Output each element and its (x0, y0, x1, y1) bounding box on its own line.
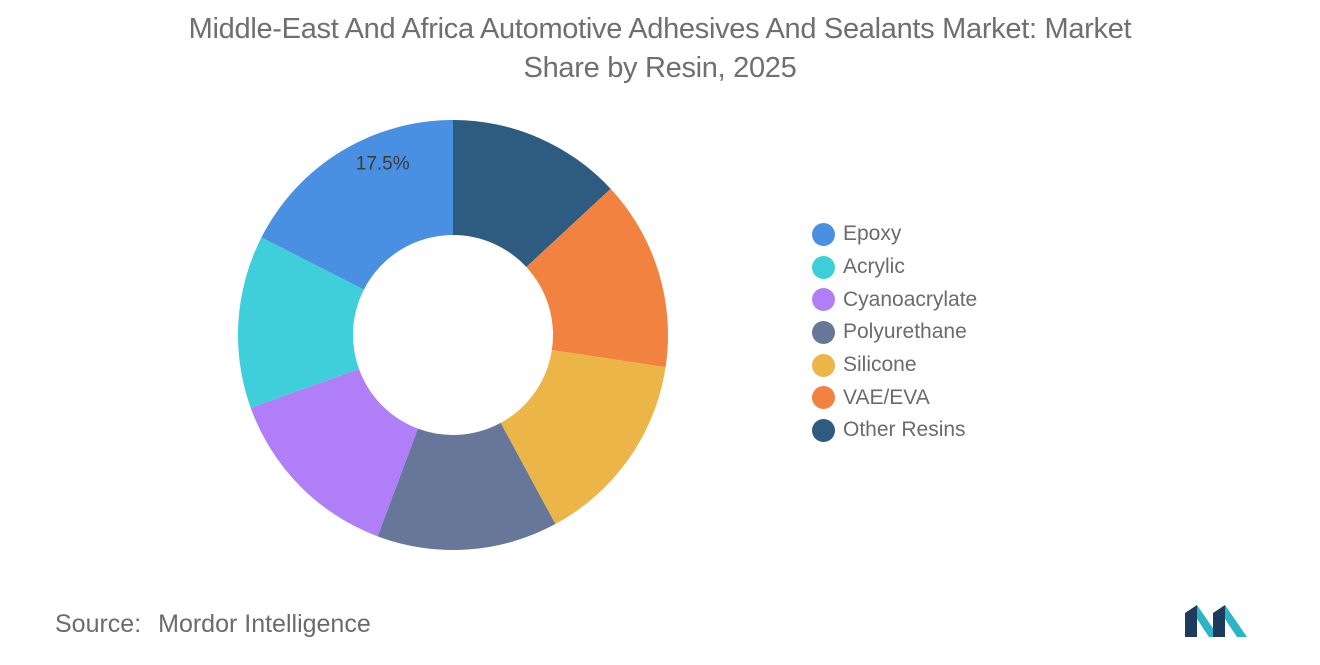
donut-slice-other-resins (453, 120, 611, 268)
legend-swatch (812, 255, 835, 279)
legend-swatch (812, 320, 835, 344)
mordor-logo-icon (1185, 605, 1247, 637)
legend-label: Epoxy (843, 222, 902, 246)
legend-swatch (812, 418, 835, 442)
legend-item-epoxy: Epoxy (812, 218, 977, 251)
chart-title: Middle-East And Africa Automotive Adhesi… (0, 10, 1320, 88)
donut-slice-epoxy (261, 120, 453, 290)
legend-item-polyurethane: Polyurethane (812, 316, 977, 349)
legend-swatch (812, 353, 835, 377)
legend-swatch (812, 222, 835, 246)
donut-slice-vae-eva (526, 188, 668, 368)
legend-label: Other Resins (843, 418, 966, 442)
legend-label: Acrylic (843, 255, 905, 279)
chart-legend: Epoxy Acrylic Cyanoacrylate Polyurethane Sil… (812, 218, 977, 447)
legend-item-silicone: Silicone (812, 349, 977, 382)
legend-swatch (812, 288, 835, 312)
legend-item-cyanoacrylate: Cyanoacrylate (812, 283, 977, 316)
legend-item-other-resins: Other Resins (812, 414, 977, 447)
chart-title-line-2: Share by Resin, 2025 (523, 52, 797, 84)
donut-slice-acrylic (238, 237, 364, 408)
chart-title-line-1: Middle-East And Africa Automotive Adhesi… (188, 13, 1132, 45)
legend-item-vae-eva: VAE/EVA (812, 381, 977, 414)
legend-swatch (812, 386, 835, 410)
legend-label: Silicone (843, 353, 917, 377)
legend-label: Cyanoacrylate (843, 287, 978, 311)
source-note: Source: Mordor Intelligence (55, 610, 371, 639)
legend-label: Polyurethane (843, 320, 967, 344)
source-label: Source: (55, 610, 142, 638)
legend-label: VAE/EVA (843, 385, 930, 409)
source-value: Mordor Intelligence (158, 610, 371, 638)
data-label-epoxy: 17.5% (356, 154, 410, 175)
donut-slice-silicone (500, 350, 666, 525)
donut-slice-cyanoacrylate (250, 368, 418, 537)
donut-slice-polyurethane (377, 422, 556, 550)
legend-item-acrylic: Acrylic (812, 251, 977, 284)
